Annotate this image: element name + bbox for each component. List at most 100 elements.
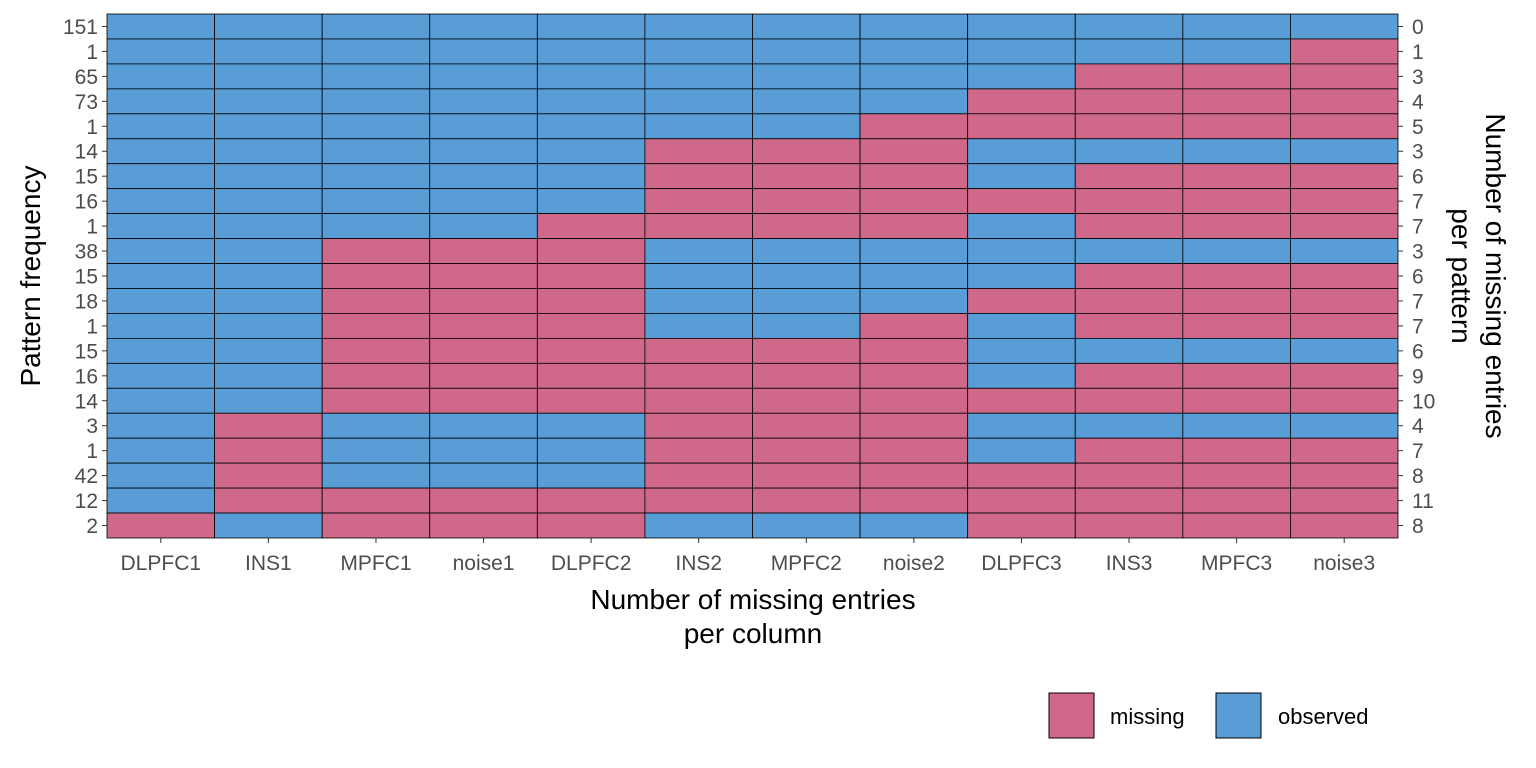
cell-r14-noise2 [860,363,968,388]
cell-r8-noise2 [860,214,968,239]
cell-r4-MPFC2 [753,114,861,139]
cell-r19-INS2 [645,488,753,513]
pattern-frequency-label: 151 [63,16,98,39]
cell-r8-noise1 [430,214,538,239]
pattern-frequency-label: 15 [75,166,98,189]
cell-r2-MPFC1 [322,64,430,89]
cell-r20-DLPFC1 [107,513,215,538]
cell-r2-noise3 [1290,64,1398,89]
cell-r16-INS3 [1075,413,1183,438]
pattern-frequency-label: 1 [86,440,98,463]
cell-r13-noise3 [1290,338,1398,363]
missing-per-pattern-label: 7 [1412,440,1424,463]
cell-r11-DLPFC1 [107,288,215,313]
pattern-frequency-label: 38 [75,241,98,264]
cell-r12-MPFC2 [753,313,861,338]
cell-r6-DLPFC2 [537,164,645,189]
cell-r8-MPFC3 [1183,214,1291,239]
cell-r4-noise1 [430,114,538,139]
cell-r15-MPFC2 [753,388,861,413]
missing-per-pattern-label: 4 [1412,415,1424,438]
pattern-frequency-label: 14 [75,390,99,413]
cell-r6-DLPFC3 [968,164,1076,189]
cell-r3-INS1 [215,89,323,114]
cell-r16-DLPFC1 [107,413,215,438]
cell-r17-INS3 [1075,438,1183,463]
cell-r4-noise2 [860,114,968,139]
cell-r2-DLPFC2 [537,64,645,89]
cell-r2-noise2 [860,64,968,89]
cell-r11-MPFC2 [753,288,861,313]
cell-r5-noise2 [860,139,968,164]
cell-r16-INS2 [645,413,753,438]
cell-r4-noise3 [1290,114,1398,139]
cell-r14-noise3 [1290,363,1398,388]
cell-r0-INS2 [645,14,753,39]
x-tick-label-INS1: INS1 [245,552,292,575]
cell-r6-noise2 [860,164,968,189]
cell-r20-noise1 [430,513,538,538]
missing-per-pattern-label: 7 [1412,216,1424,239]
cell-r12-noise2 [860,313,968,338]
cell-r4-INS2 [645,114,753,139]
cell-r2-MPFC3 [1183,64,1291,89]
cell-r1-INS3 [1075,39,1183,64]
cell-r13-INS1 [215,338,323,363]
cell-r3-MPFC1 [322,89,430,114]
cell-r15-INS3 [1075,388,1183,413]
cell-r4-INS1 [215,114,323,139]
cell-r13-noise2 [860,338,968,363]
cell-r15-INS1 [215,388,323,413]
cell-r7-noise2 [860,189,968,214]
cell-r0-DLPFC1 [107,14,215,39]
cell-r3-INS2 [645,89,753,114]
missing-per-pattern-label: 3 [1412,141,1424,164]
cell-r5-MPFC2 [753,139,861,164]
cell-r14-INS1 [215,363,323,388]
cell-r17-MPFC1 [322,438,430,463]
x-tick-label-INS3: INS3 [1106,552,1153,575]
cell-r17-noise1 [430,438,538,463]
cell-r16-MPFC2 [753,413,861,438]
cell-r0-noise1 [430,14,538,39]
legend: missing observed [1049,693,1369,738]
cell-r8-INS2 [645,214,753,239]
cell-r6-MPFC3 [1183,164,1291,189]
pattern-frequency-label: 2 [86,515,98,538]
pattern-frequency-label: 16 [75,365,98,388]
x-tick-label-noise3: noise3 [1313,552,1375,575]
cell-r12-DLPFC2 [537,313,645,338]
cell-r10-INS3 [1075,264,1183,289]
cell-r5-DLPFC1 [107,139,215,164]
cell-r15-MPFC1 [322,388,430,413]
cell-r11-DLPFC3 [968,288,1076,313]
cell-r3-INS3 [1075,89,1183,114]
cell-r16-noise2 [860,413,968,438]
missing-per-pattern-label: 7 [1412,191,1424,214]
cell-r4-MPFC1 [322,114,430,139]
axis-title-line: Number of missing entries [590,584,915,615]
cell-r12-INS3 [1075,313,1183,338]
cell-r4-DLPFC2 [537,114,645,139]
cell-r17-DLPFC1 [107,438,215,463]
cell-r16-INS1 [215,413,323,438]
cell-r10-noise3 [1290,264,1398,289]
cell-r14-DLPFC1 [107,363,215,388]
cell-r1-noise3 [1290,39,1398,64]
cell-r7-noise1 [430,189,538,214]
x-axis-title: Number of missing entries per column [590,584,915,649]
cell-r10-MPFC1 [322,264,430,289]
cell-r14-DLPFC3 [968,363,1076,388]
cell-r1-noise2 [860,39,968,64]
axis-title-line: per pattern [1446,208,1477,343]
cell-r0-DLPFC3 [968,14,1076,39]
cell-r16-MPFC1 [322,413,430,438]
cell-r14-INS2 [645,363,753,388]
cell-r17-MPFC2 [753,438,861,463]
cell-r2-INS3 [1075,64,1183,89]
cell-r12-noise1 [430,313,538,338]
cell-r10-noise1 [430,264,538,289]
cell-r9-noise2 [860,239,968,264]
cell-r10-noise2 [860,264,968,289]
